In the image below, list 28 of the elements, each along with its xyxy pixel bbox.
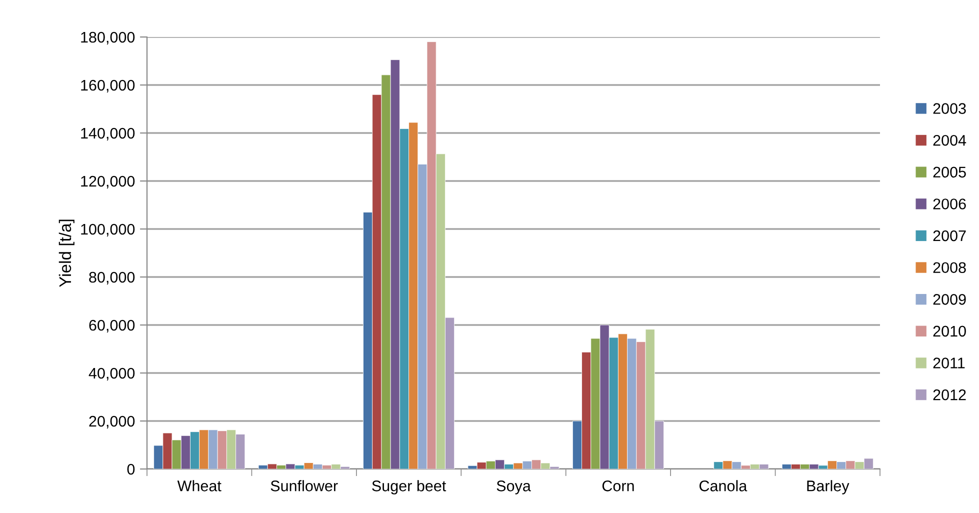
x-tick-label: Barley (807, 480, 850, 494)
y-tick-label: 100,000 (81, 224, 135, 236)
legend-label: 2006 (933, 198, 966, 210)
x-tick-label: Soya (496, 480, 531, 494)
legend-label: 2005 (933, 166, 966, 178)
x-tick-label: Corn (602, 480, 634, 492)
y-tick-label: 160,000 (81, 80, 135, 92)
legend-label: 2008 (933, 262, 966, 274)
y-tick-label: 60,000 (89, 320, 135, 332)
y-tick-label: 20,000 (89, 416, 135, 428)
legend-label: 2012 (933, 389, 966, 400)
y-tick-label: 180,000 (81, 32, 135, 44)
legend-label: 2011 (933, 358, 965, 368)
x-tick-label: Canola (700, 480, 748, 492)
legend-label: 2003 (933, 103, 966, 114)
y-tick-label: 140,000 (81, 128, 135, 140)
legend-label: 2010 (933, 326, 966, 337)
x-tick-label: Sunflower (270, 480, 338, 492)
y-tick-label: 120,000 (81, 176, 135, 188)
legend-label: 2007 (933, 230, 966, 242)
y-tick-label: 40,000 (88, 368, 135, 380)
x-tick-label: Wheat (177, 480, 222, 492)
x-tick-label: Suger beet (372, 480, 446, 494)
legend-label: 2004 (933, 134, 966, 146)
y-tick-label: 80,000 (89, 272, 135, 284)
y-tick-label: 0 (127, 464, 135, 475)
legend-label: 2009 (933, 294, 966, 305)
y-axis-title: Yield [t/a] (58, 220, 74, 288)
